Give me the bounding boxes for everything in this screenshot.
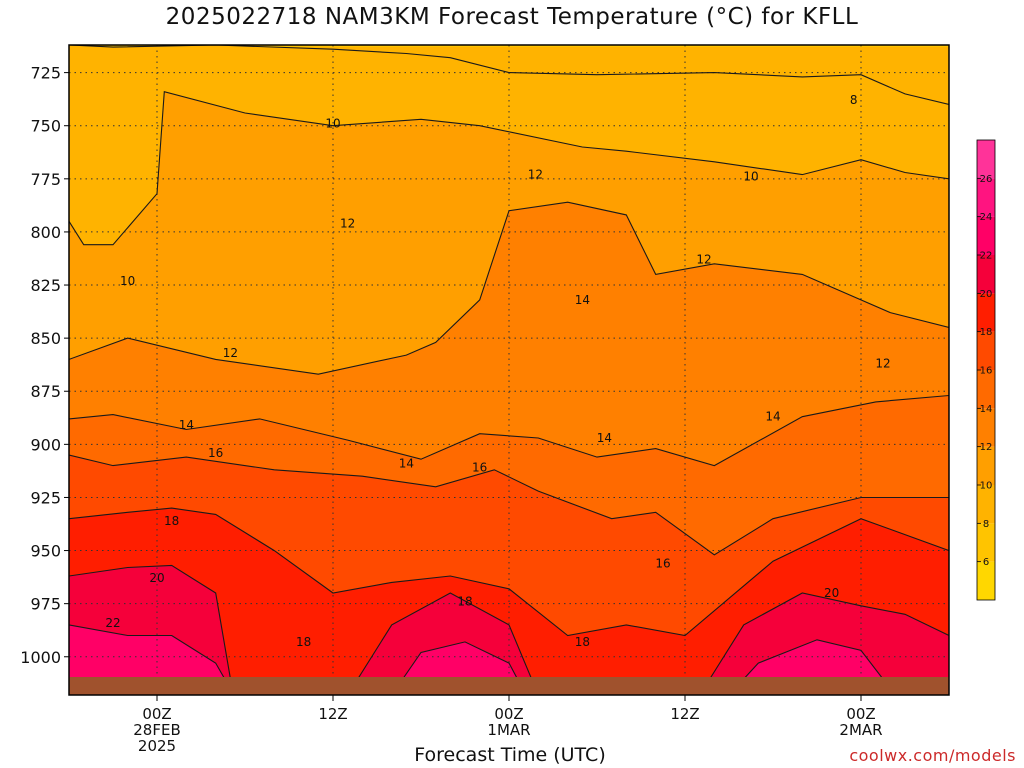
x-tick-label: 12Z [318,705,347,723]
colorbar-bin [977,446,995,485]
contour-label: 16 [208,446,223,460]
contour-label: 18 [457,595,472,609]
colorbar-label: 24 [980,212,993,223]
contour-label: 12 [223,346,238,360]
colorbar-bin [977,293,995,332]
colorbar-bin [977,485,995,524]
isotherm-20 [347,592,539,695]
x-tick-label: 28FEB [133,721,180,739]
contour-label: 20 [824,586,839,600]
colorbar-bin [977,331,995,370]
contour-label: 18 [296,635,311,649]
x-tick-label: 00Z [142,705,171,723]
contour-label: 14 [575,293,590,307]
x-axis-label: Forecast Time (UTC) [414,744,606,766]
x-tick-label: 00Z [846,705,875,723]
colorbar-bin [977,178,995,217]
plot-area: 8 10 12 10 12 10 12 14 12 12 14 14 14 16 14 16 18 16 20 18 2… [69,45,949,695]
contour-label: 14 [399,456,414,470]
colorbar-label: 26 [980,174,993,185]
contour-label: 10 [743,170,758,184]
contour-label: 12 [875,357,890,371]
contour-label: 16 [655,556,670,570]
ground-surface [69,677,949,695]
y-tick-label: 825 [30,276,61,295]
colorbar-bin [977,370,995,409]
colorbar-label: 10 [980,481,993,492]
x-tick-label: 00Z [494,705,523,723]
contour-label: 10 [120,274,135,288]
y-tick-label: 975 [30,595,61,614]
isotherm-20 [699,592,949,695]
isotherm-12 [69,201,949,375]
colorbar-label: 20 [980,289,993,300]
y-tick-label: 875 [30,382,61,401]
y-tick-label: 800 [30,223,61,242]
colorbar-bin [977,408,995,447]
isotherm-8 [69,45,949,106]
x-tick-label: 2025 [138,737,176,755]
colorbar-bin [977,523,995,562]
isotherm-18 [69,507,949,637]
contour-label: 16 [472,461,487,475]
y-tick-label: 925 [30,488,61,507]
colorbar-bin [977,216,995,255]
colorbar-label: 22 [980,251,993,262]
x-tick-label: 12Z [670,705,699,723]
isotherm-22 [69,624,231,689]
contour-label: 18 [164,514,179,528]
colorbar-label: 16 [980,366,993,377]
y-tick-label: 775 [30,170,61,189]
isotherm-16 [69,454,949,556]
contour-label: 10 [325,117,340,131]
colorbar-label: 8 [983,519,989,530]
x-tick-label: 2MAR [839,721,882,739]
y-tick-label: 850 [30,329,61,348]
contour-label: 12 [340,216,355,230]
colorbar-bin [977,255,995,294]
x-tick-label: 1MAR [487,721,530,739]
contour-label: 14 [179,418,194,432]
contour-label: 12 [528,168,543,182]
y-tick-label: 750 [30,117,61,136]
isotherm-22 [728,639,891,695]
colorbar-bin [977,140,995,179]
colorbar-bin [977,561,995,600]
y-tick-label: 950 [30,542,61,561]
contour-label: 8 [850,93,858,107]
contour-label: 18 [575,635,590,649]
credit-text: coolwx.com/models [849,746,1016,765]
contour-label: 14 [765,410,780,424]
chart-title: 2025022718 NAM3KM Forecast Temperature (… [165,4,859,30]
contour-label: 22 [105,616,120,630]
colorbar-label: 6 [983,557,989,568]
colorbar-label: 18 [980,327,993,338]
contour-label: 14 [597,431,612,445]
isotherm-14 [69,394,949,467]
isotherm-22 [391,641,525,695]
isotherm-10 [69,90,949,246]
contour-label: 12 [696,253,711,267]
colorbar-label: 12 [980,442,993,453]
colorbar-label: 14 [980,404,993,415]
y-tick-label: 900 [30,435,61,454]
contour-label: 20 [149,571,164,585]
y-tick-label: 1000 [20,648,61,667]
y-tick-label: 725 [30,64,61,83]
